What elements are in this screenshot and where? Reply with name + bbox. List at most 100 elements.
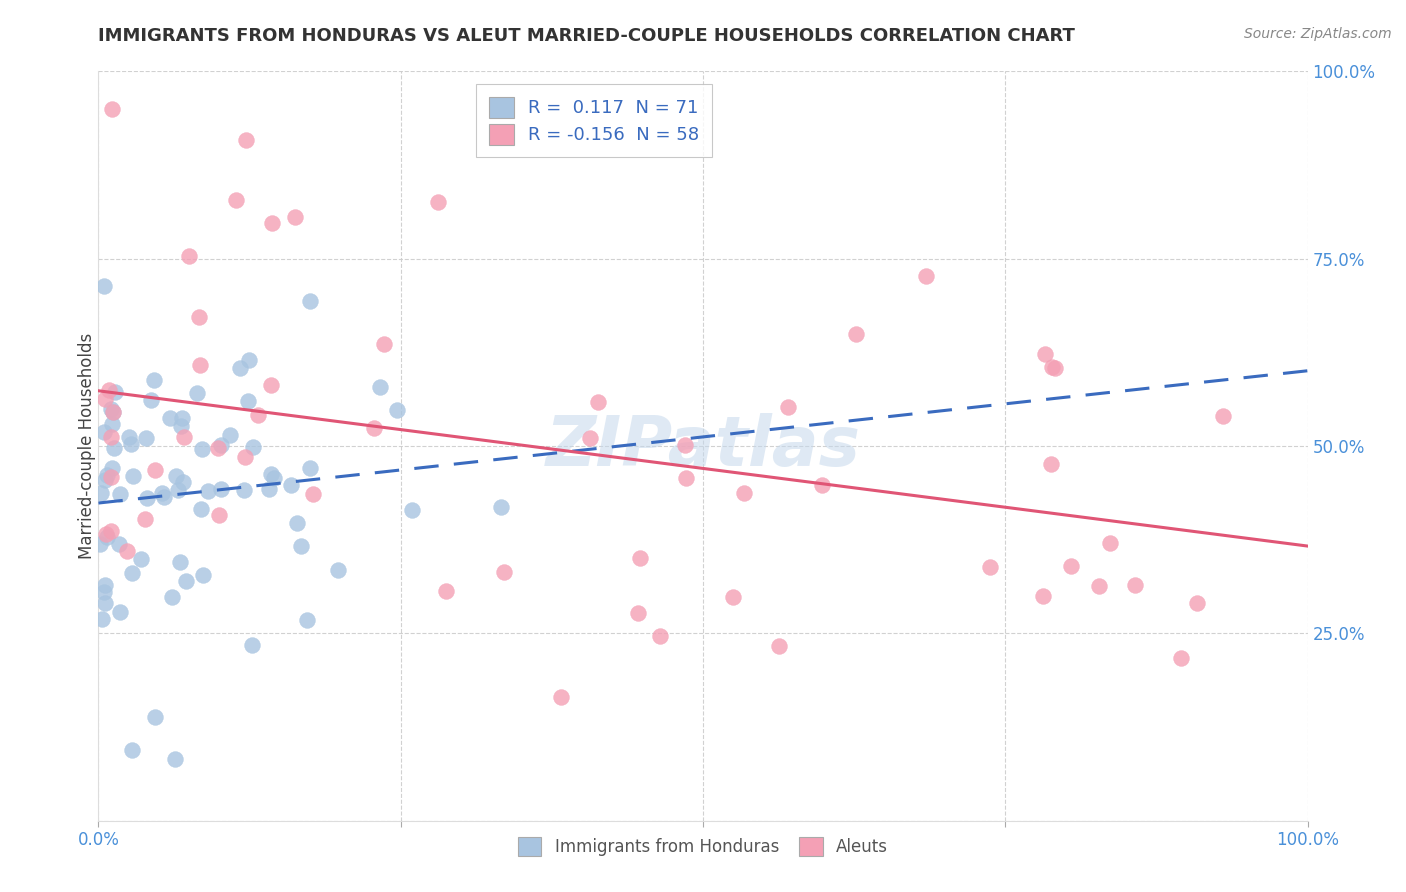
Point: [120, 436, 142, 450]
Point: [260, 377, 283, 392]
Point: [627, 606, 650, 620]
Point: [242, 440, 264, 454]
Point: [94, 577, 117, 591]
Point: [233, 450, 256, 465]
Text: ZIPatlas: ZIPatlas: [546, 412, 860, 480]
Point: [1098, 536, 1121, 550]
Point: [190, 358, 212, 372]
Point: [578, 431, 600, 445]
Point: [385, 403, 408, 417]
Point: [259, 482, 281, 496]
Point: [1185, 596, 1208, 610]
Point: [108, 605, 131, 619]
Point: [401, 503, 423, 517]
Point: [628, 551, 651, 566]
Point: [298, 293, 321, 308]
Point: [219, 428, 242, 442]
Point: [723, 590, 745, 604]
Point: [328, 563, 350, 577]
Point: [108, 487, 131, 501]
Point: [170, 419, 193, 434]
Point: [1033, 347, 1056, 361]
Point: [550, 690, 572, 704]
Point: [1040, 457, 1063, 471]
Point: [101, 405, 124, 419]
Point: [143, 463, 166, 477]
Point: [153, 490, 176, 504]
Point: [134, 511, 156, 525]
Point: [163, 752, 186, 766]
Point: [177, 249, 200, 263]
Y-axis label: Married-couple Households: Married-couple Households: [79, 333, 96, 559]
Point: [285, 516, 308, 530]
Point: [197, 483, 219, 498]
Point: [94, 527, 117, 541]
Point: [290, 540, 312, 554]
Point: [100, 402, 122, 417]
Point: [299, 461, 322, 475]
Point: [207, 441, 229, 455]
Point: [100, 470, 122, 484]
Point: [150, 486, 173, 500]
Point: [93, 425, 115, 440]
Point: [238, 353, 260, 368]
Point: [191, 567, 214, 582]
Point: [101, 461, 124, 475]
Point: [103, 405, 125, 419]
Point: [172, 475, 194, 489]
Point: [363, 421, 385, 435]
Point: [673, 438, 696, 452]
Point: [845, 326, 868, 341]
Point: [172, 411, 194, 425]
Point: [373, 336, 395, 351]
Text: Source: ZipAtlas.com: Source: ZipAtlas.com: [1244, 27, 1392, 41]
Point: [295, 613, 318, 627]
Point: [1170, 651, 1192, 665]
Point: [159, 411, 181, 425]
Point: [1123, 577, 1146, 591]
Point: [94, 392, 117, 406]
Point: [235, 132, 257, 146]
Point: [129, 551, 152, 566]
Point: [136, 491, 159, 505]
Point: [187, 310, 209, 325]
Point: [733, 486, 755, 500]
Point: [118, 430, 141, 444]
Point: [302, 487, 325, 501]
Point: [135, 431, 157, 445]
Point: [426, 194, 449, 209]
Point: [91, 612, 114, 626]
Point: [246, 408, 269, 422]
Point: [259, 467, 281, 482]
Point: [1045, 361, 1067, 376]
Point: [100, 524, 122, 539]
Point: [240, 638, 263, 652]
Point: [489, 500, 512, 515]
Point: [778, 400, 800, 414]
Point: [100, 430, 122, 444]
Point: [173, 430, 195, 444]
Point: [586, 394, 609, 409]
Point: [93, 584, 115, 599]
Point: [121, 566, 143, 581]
Point: [1060, 558, 1083, 573]
Point: [225, 193, 247, 207]
Point: [90, 485, 112, 500]
Point: [263, 471, 285, 485]
Point: [108, 536, 131, 550]
Point: [93, 279, 115, 293]
Point: [186, 385, 208, 400]
Point: [1088, 579, 1111, 593]
Point: [98, 383, 121, 397]
Point: [1032, 589, 1054, 603]
Point: [915, 269, 938, 284]
Point: [101, 417, 124, 431]
Point: [368, 379, 391, 393]
Point: [94, 473, 117, 487]
Point: [236, 394, 259, 409]
Point: [284, 210, 307, 224]
Point: [143, 373, 166, 387]
Point: [176, 574, 198, 589]
Point: [169, 555, 191, 569]
Point: [648, 629, 671, 643]
